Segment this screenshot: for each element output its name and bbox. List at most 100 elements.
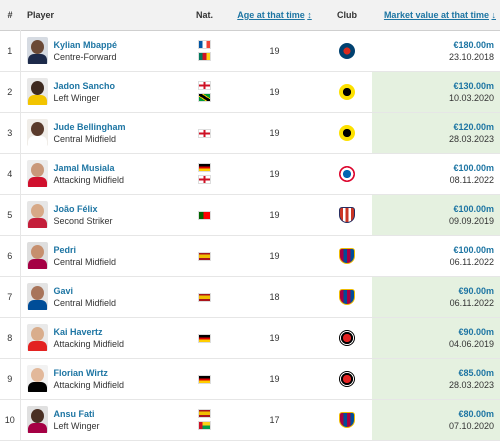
market-value-date: 28.03.2023: [448, 133, 494, 144]
player-photo[interactable]: [26, 37, 48, 64]
sort-down-icon[interactable]: ↓: [491, 9, 497, 20]
player-photo[interactable]: [26, 201, 48, 228]
club-cell[interactable]: [322, 71, 372, 112]
flag-germany-icon: [198, 374, 211, 384]
market-value-link[interactable]: €120.00m: [453, 121, 494, 132]
player-position: Second Striker: [53, 215, 113, 226]
player-photo[interactable]: [26, 78, 48, 105]
player-position: Central Midfield: [53, 297, 117, 308]
club-barcelona-crest-icon[interactable]: [339, 411, 355, 428]
club-cell[interactable]: [322, 358, 372, 399]
market-value-link[interactable]: €90.00m: [458, 285, 494, 296]
player-cell: Jude Bellingham Central Midfield: [20, 112, 182, 153]
club-atletico-crest-icon[interactable]: [339, 206, 355, 223]
flag-germany-icon: [198, 163, 211, 172]
table-row: 7 Gavi Central Midfield 18 €90.00m 06.11…: [0, 276, 500, 317]
nationality-cell: [182, 30, 227, 71]
header-market-value[interactable]: Market value at that time ↓: [372, 0, 500, 30]
market-value-cell: €90.00m 04.06.2019: [372, 317, 500, 358]
player-position: Attacking Midfield: [53, 174, 125, 185]
club-barcelona-crest-icon[interactable]: [339, 288, 355, 305]
club-cell[interactable]: [322, 399, 372, 440]
player-name-link[interactable]: Florian Wirtz: [53, 367, 108, 378]
club-barcelona-crest-icon[interactable]: [339, 247, 355, 264]
age-cell: 19: [269, 86, 280, 97]
player-cell: Florian Wirtz Attacking Midfield: [20, 358, 182, 399]
player-name-link[interactable]: Kai Havertz: [53, 326, 103, 337]
rank-cell: 4: [0, 153, 21, 194]
club-dortmund-crest-icon[interactable]: [339, 83, 355, 100]
table-header-row: # Player Nat. Age at that time ↕ Club Ma…: [0, 0, 500, 30]
market-value-date: 06.11.2022: [449, 297, 494, 308]
player-name-link[interactable]: Pedri: [53, 244, 77, 255]
player-name-link[interactable]: Jadon Sancho: [53, 80, 116, 91]
player-photo[interactable]: [26, 160, 48, 187]
rank-cell: 8: [0, 317, 21, 358]
player-cell: Jamal Musiala Attacking Midfield: [20, 153, 182, 194]
player-photo[interactable]: [26, 406, 48, 433]
player-name-link[interactable]: Jamal Musiala: [53, 162, 115, 173]
market-value-link[interactable]: €180.00m: [453, 39, 494, 50]
market-value-link[interactable]: €130.00m: [453, 80, 494, 91]
market-value-link[interactable]: €85.00m: [458, 367, 494, 378]
club-dortmund-crest-icon[interactable]: [339, 124, 355, 141]
market-value-link[interactable]: €80.00m: [458, 408, 494, 419]
rank-cell: 3: [0, 112, 21, 153]
market-value-cell: €130.00m 10.03.2020: [372, 71, 500, 112]
club-leverkusen-crest-icon[interactable]: [339, 370, 355, 387]
player-photo[interactable]: [26, 324, 48, 351]
age-cell: 19: [269, 45, 280, 56]
market-value-link[interactable]: €90.00m: [458, 326, 494, 337]
player-photo[interactable]: [26, 365, 48, 392]
rank-cell: 10: [0, 399, 21, 440]
nationality-cell: [182, 399, 227, 440]
nationality-cell: [182, 317, 227, 358]
market-value-link[interactable]: €100.00m: [453, 244, 494, 255]
club-cell[interactable]: [322, 153, 372, 194]
player-name-link[interactable]: Gavi: [53, 285, 74, 296]
player-photo[interactable]: [26, 242, 48, 269]
market-value-link[interactable]: €100.00m: [453, 203, 494, 214]
player-photo[interactable]: [26, 283, 48, 310]
nationality-cell: [182, 276, 227, 317]
market-value-link[interactable]: €100.00m: [453, 162, 494, 173]
market-value-date: 23.10.2018: [448, 51, 494, 62]
player-position: Left Winger: [53, 420, 100, 431]
sort-arrows-icon[interactable]: ↕: [307, 9, 312, 20]
market-value-date: 10.03.2020: [448, 92, 494, 103]
flag-germany-icon: [198, 333, 211, 343]
nationality-cell: [182, 194, 227, 235]
table-row: 1 Kylian Mbappé Centre-Forward 19 €180.0…: [0, 30, 500, 71]
club-cell[interactable]: [322, 112, 372, 153]
player-name-link[interactable]: Jude Bellingham: [53, 121, 126, 132]
market-value-cell: €120.00m 28.03.2023: [372, 112, 500, 153]
club-leverkusen-crest-icon[interactable]: [339, 329, 355, 346]
age-sort-link[interactable]: Age at that time: [237, 9, 305, 20]
table-row: 3 Jude Bellingham Central Midfield 19 €1…: [0, 112, 500, 153]
player-name-link[interactable]: João Félix: [53, 203, 98, 214]
header-age[interactable]: Age at that time ↕: [227, 0, 322, 30]
player-name-link[interactable]: Ansu Fati: [53, 408, 95, 419]
rank-cell: 2: [0, 71, 21, 112]
club-cell[interactable]: [322, 235, 372, 276]
club-psg-crest-icon[interactable]: [339, 42, 355, 59]
club-cell[interactable]: [322, 317, 372, 358]
market-value-sort-link[interactable]: Market value at that time: [383, 9, 489, 20]
club-cell[interactable]: [322, 276, 372, 317]
club-cell[interactable]: [322, 30, 372, 71]
club-cell[interactable]: [322, 194, 372, 235]
flag-jamaica-icon: [198, 93, 211, 102]
market-value-date: 08.11.2022: [449, 174, 494, 185]
player-position: Attacking Midfield: [53, 338, 125, 349]
club-bayern-crest-icon[interactable]: [339, 165, 355, 182]
market-value-date: 06.11.2022: [449, 256, 494, 267]
player-name-link[interactable]: Kylian Mbappé: [53, 39, 118, 50]
flag-guinea-bissau-icon: [198, 421, 211, 430]
player-position: Left Winger: [53, 92, 100, 103]
flag-spain-icon: [198, 292, 211, 302]
header-nationality: Nat.: [195, 9, 213, 20]
player-photo[interactable]: [26, 119, 48, 146]
flag-portugal-icon: [198, 210, 211, 220]
rank-cell: 1: [0, 30, 21, 71]
